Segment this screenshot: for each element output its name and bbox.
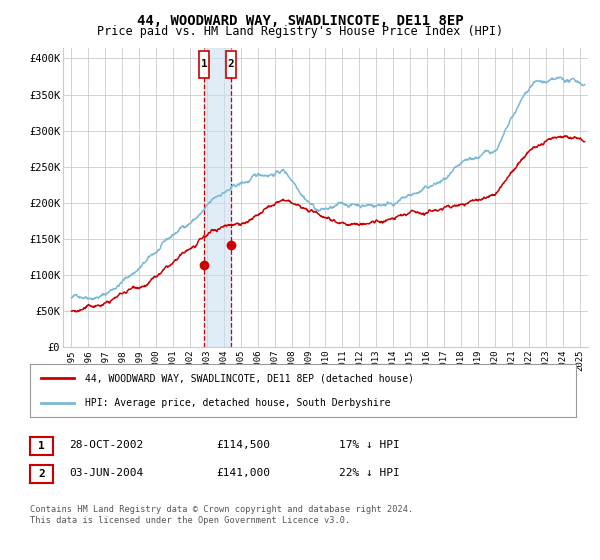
Text: Contains HM Land Registry data © Crown copyright and database right 2024.
This d: Contains HM Land Registry data © Crown c… — [30, 505, 413, 525]
Text: 2: 2 — [38, 469, 45, 479]
Text: 17% ↓ HPI: 17% ↓ HPI — [339, 440, 400, 450]
Text: 2: 2 — [227, 59, 235, 69]
Text: 03-JUN-2004: 03-JUN-2004 — [69, 468, 143, 478]
Bar — [204, 48, 231, 347]
Text: £141,000: £141,000 — [216, 468, 270, 478]
Text: HPI: Average price, detached house, South Derbyshire: HPI: Average price, detached house, Sout… — [85, 398, 390, 408]
Text: £114,500: £114,500 — [216, 440, 270, 450]
FancyBboxPatch shape — [199, 50, 209, 78]
Text: 1: 1 — [200, 59, 207, 69]
Text: 44, WOODWARD WAY, SWADLINCOTE, DE11 8EP: 44, WOODWARD WAY, SWADLINCOTE, DE11 8EP — [137, 14, 463, 28]
FancyBboxPatch shape — [226, 50, 236, 78]
Text: 22% ↓ HPI: 22% ↓ HPI — [339, 468, 400, 478]
Text: 1: 1 — [38, 441, 45, 451]
Text: 44, WOODWARD WAY, SWADLINCOTE, DE11 8EP (detached house): 44, WOODWARD WAY, SWADLINCOTE, DE11 8EP … — [85, 374, 413, 384]
Text: 28-OCT-2002: 28-OCT-2002 — [69, 440, 143, 450]
Text: Price paid vs. HM Land Registry's House Price Index (HPI): Price paid vs. HM Land Registry's House … — [97, 25, 503, 38]
